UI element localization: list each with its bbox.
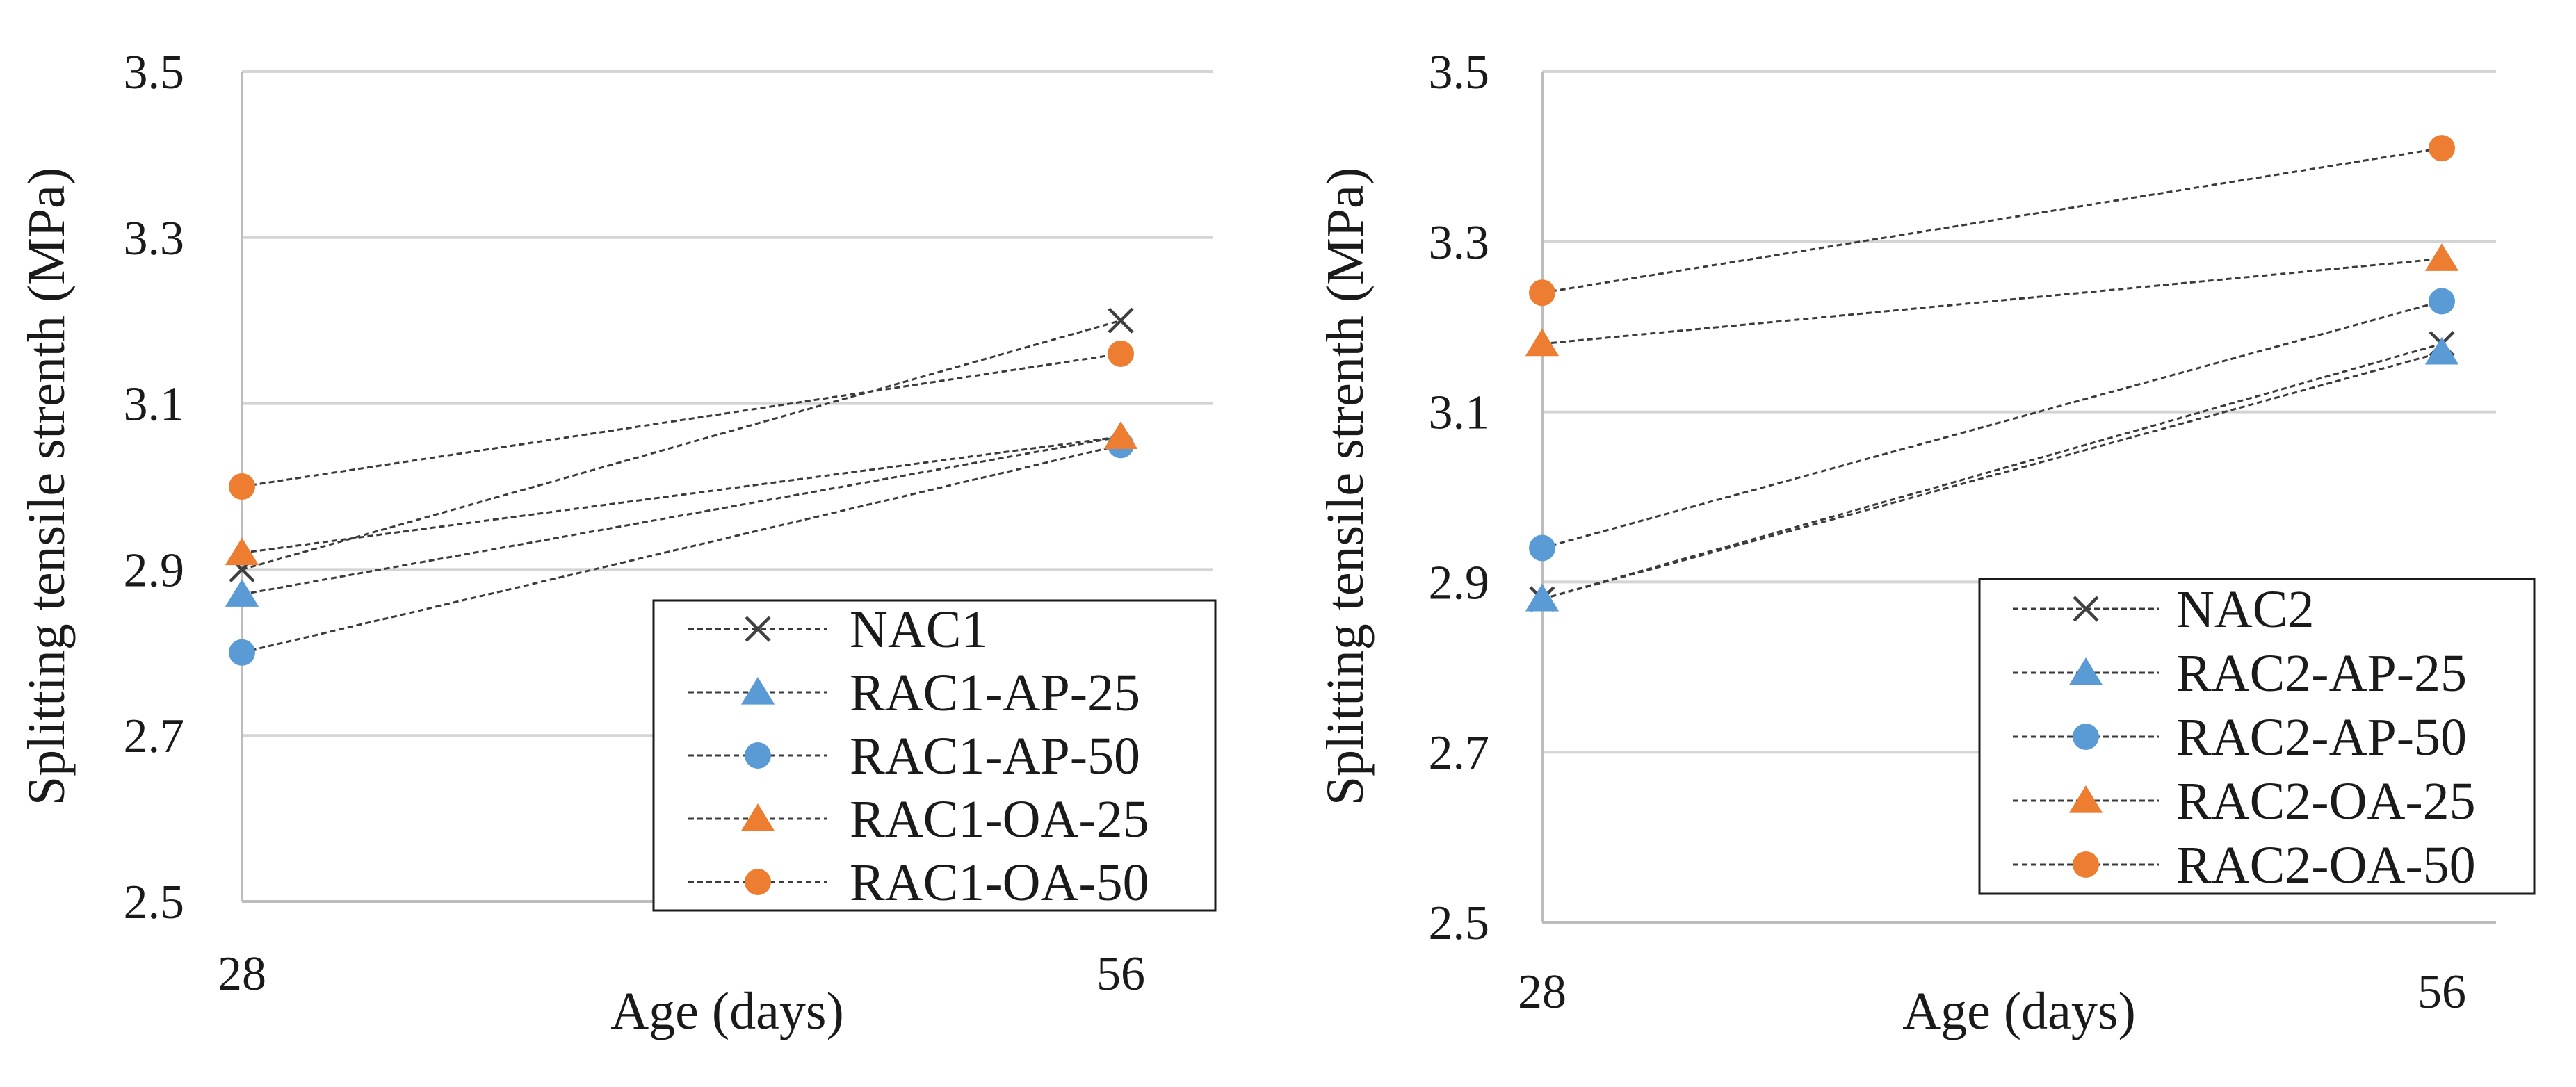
y-tick-label: 2.9 <box>1429 556 1490 610</box>
y-tick-label: 3.1 <box>1429 386 1490 440</box>
data-point <box>225 579 259 607</box>
y-tick-label: 3.3 <box>1429 216 1490 270</box>
legend-entry: RAC1-AP-50 <box>688 727 1140 785</box>
x-tick-label: 56 <box>2417 965 2466 1019</box>
chart-panel-2: 2.5 2.7 2.9 3.1 3.3 3.5 28 56 Age (days) Splittin… <box>1316 46 2536 1040</box>
y-tick-label: 3.5 <box>124 46 185 99</box>
x-axis-title: Age (days) <box>610 982 844 1040</box>
series-RAC2-OA-25 <box>1525 243 2459 357</box>
data-point <box>225 537 259 566</box>
legend-label: RAC1-AP-25 <box>850 664 1140 722</box>
legend-entry: RAC2-OA-50 <box>2013 836 2476 894</box>
legend-label: RAC1-OA-25 <box>850 790 1149 849</box>
series-RAC2-AP-25 <box>1525 336 2459 612</box>
legend-label: NAC2 <box>2176 580 2314 639</box>
legend-marker <box>2068 785 2103 813</box>
x-tick-label: 28 <box>1518 965 1566 1019</box>
data-point <box>229 639 255 666</box>
y-tick-label: 3.3 <box>124 212 185 265</box>
legend-marker <box>745 742 771 769</box>
series-NAC1 <box>229 307 1134 582</box>
data-point <box>1103 421 1138 449</box>
legend-entry: NAC1 <box>688 600 987 659</box>
legend-marker <box>745 869 771 895</box>
series-line <box>241 319 1121 571</box>
y-tick-label: 3.1 <box>124 378 185 432</box>
legend-entry: RAC1-OA-50 <box>688 853 1149 912</box>
data-point <box>229 473 255 500</box>
series-RAC1-OA-50 <box>229 340 1134 500</box>
legend-marker <box>2068 657 2103 685</box>
x-tick-label: 28 <box>218 947 266 1001</box>
legend-entry: RAC1-AP-25 <box>688 664 1140 722</box>
legend-marker <box>2073 724 2099 750</box>
data-point <box>2424 243 2459 271</box>
series-line <box>241 443 1121 654</box>
x-axis-title: Age (days) <box>1902 982 2136 1040</box>
legend-label: RAC2-OA-25 <box>2176 772 2476 831</box>
chart-panel-1: 2.5 2.7 2.9 3.1 3.3 3.5 28 56 Age (days) Splittin… <box>17 46 1217 1040</box>
series-line <box>1541 343 2443 600</box>
series-NAC2 <box>1529 331 2455 612</box>
series-RAC2-OA-50 <box>1529 135 2455 307</box>
legend-marker <box>2073 596 2099 622</box>
legend: NAC2RAC2-AP-25RAC2-AP-50RAC2-OA-25RAC2-O… <box>1978 578 2536 895</box>
data-point <box>2424 336 2459 365</box>
data-point <box>1108 307 1134 334</box>
data-point <box>2429 135 2455 162</box>
legend-label: RAC1-OA-50 <box>850 853 1149 912</box>
y-tick-label: 2.7 <box>124 710 185 763</box>
legend-entry: RAC2-AP-25 <box>2013 644 2467 703</box>
series-line <box>241 352 1121 488</box>
legend-entry: RAC2-OA-25 <box>2013 772 2476 831</box>
data-point <box>1108 340 1134 367</box>
legend: NAC1RAC1-AP-25RAC1-AP-50RAC1-OA-25RAC1-O… <box>652 599 1217 912</box>
series-RAC1-OA-25 <box>225 421 1138 566</box>
x-tick-label: 56 <box>1096 947 1145 1001</box>
data-point <box>1525 328 1560 357</box>
legend-entry: RAC2-AP-50 <box>2013 708 2467 767</box>
y-tick-label: 2.5 <box>1429 897 1490 950</box>
series-line <box>1541 300 2443 549</box>
series-line <box>241 435 1121 555</box>
y-tick-label: 2.7 <box>1429 726 1490 780</box>
legend-label: NAC1 <box>850 600 987 659</box>
y-axis-title: Splitting tensile strenth (MPa) <box>17 167 76 806</box>
legend-marker <box>740 803 775 831</box>
legend-marker <box>745 616 771 642</box>
legend-label: RAC2-AP-50 <box>2176 708 2467 767</box>
legend-marker <box>740 677 775 705</box>
y-tick-label: 3.5 <box>1429 46 1490 99</box>
series-line <box>241 435 1121 596</box>
data-point <box>1525 583 1560 612</box>
legend-entry: RAC1-OA-25 <box>688 790 1149 849</box>
series-RAC1-AP-25 <box>225 421 1138 607</box>
data-point <box>2429 288 2455 315</box>
y-axis-title: Splitting tensile strenth (MPa) <box>1316 167 1375 806</box>
data-point <box>1529 279 1555 307</box>
data-point <box>1529 534 1555 562</box>
legend-label: RAC2-OA-50 <box>2176 836 2476 894</box>
legend-marker <box>2073 851 2099 878</box>
y-tick-label: 2.5 <box>124 876 185 929</box>
series-line <box>1541 257 2443 345</box>
legend-label: RAC2-AP-25 <box>2176 644 2467 703</box>
series-RAC2-AP-50 <box>1529 288 2455 562</box>
series-line <box>1541 351 2443 600</box>
y-tick-label: 2.9 <box>124 544 185 597</box>
legend-entry: NAC2 <box>2013 580 2314 639</box>
legend-label: RAC1-AP-50 <box>850 727 1140 785</box>
series-line <box>1541 147 2443 294</box>
